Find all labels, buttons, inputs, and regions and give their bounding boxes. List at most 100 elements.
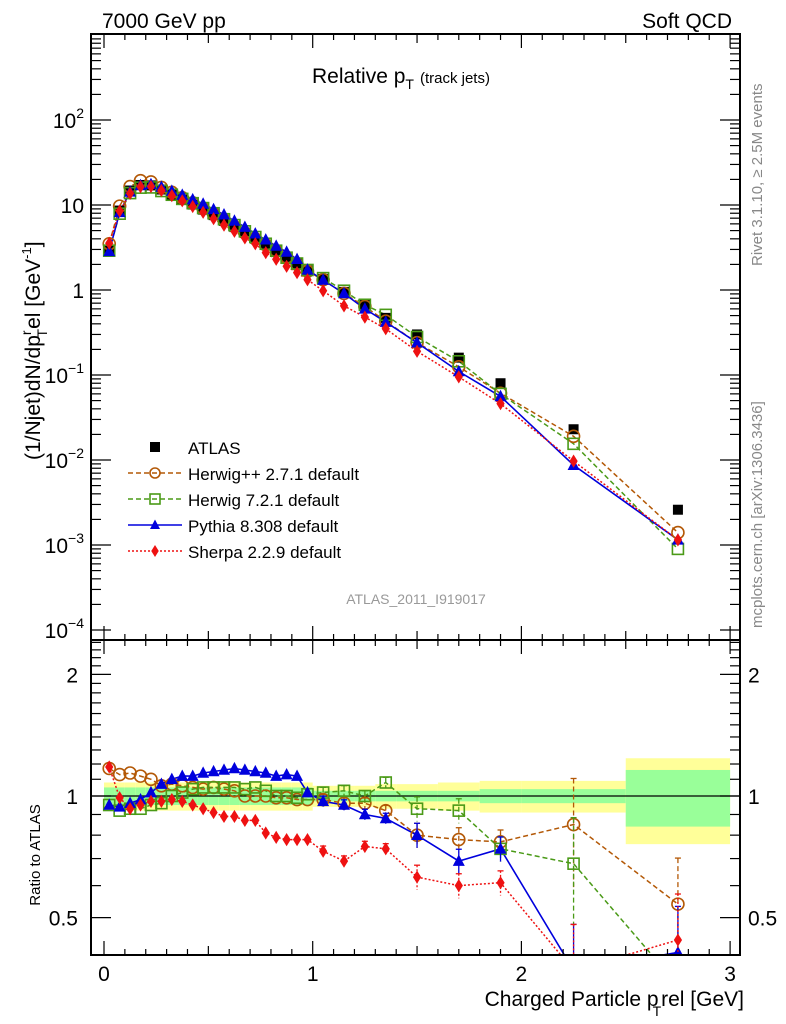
ratio-point-3 (261, 826, 270, 840)
main-point-3 (207, 202, 220, 215)
main-point-4 (251, 237, 260, 251)
main-point-3 (176, 188, 189, 200)
main-point-1 (566, 429, 581, 444)
ratio-point-3 (339, 854, 349, 868)
y-tick-exponent: −1 (68, 360, 84, 376)
y-label-part-b: el [GeV (22, 259, 45, 329)
y-tick-label: 1 (72, 280, 84, 303)
y-tick-base: 10 (53, 110, 76, 133)
mcplots-label: mcplots.cern.ch [arXiv:1306.3436] (749, 401, 766, 628)
main-point-4 (178, 194, 187, 208)
y-label-sub: T (34, 328, 50, 337)
main-point-3 (270, 239, 283, 251)
ratio-point-2 (144, 785, 157, 798)
ratio-point-2 (207, 764, 220, 777)
main-point-4 (360, 310, 369, 324)
main-point-4 (272, 252, 281, 266)
main-point-3 (259, 233, 272, 245)
main-point-4 (125, 186, 135, 200)
main-point-3 (301, 263, 314, 275)
ratio-point-3 (569, 964, 577, 977)
ratio-point-1 (379, 776, 393, 789)
y-tick-label: 10 (61, 195, 84, 218)
main-point-4 (199, 205, 208, 219)
main-point-4 (230, 224, 239, 238)
y-tick-exponent: −4 (68, 615, 84, 631)
main-point-4 (569, 454, 578, 468)
ratio-point-3 (209, 805, 218, 820)
main-point-0 (260, 239, 271, 250)
main-point-4 (167, 188, 176, 203)
ratio-point-3 (146, 794, 156, 808)
ratio-y-tick-label-right: 2 (748, 664, 760, 687)
ratio-point-2 (379, 811, 392, 824)
x-label-main: Charged Particle p (485, 988, 659, 1011)
main-point-3 (238, 220, 251, 232)
y-tick-label: 10−1 (45, 360, 85, 388)
main-point-4 (381, 322, 390, 336)
x-tick-label: 0 (98, 963, 110, 986)
main-point-4 (188, 199, 197, 214)
main-point-3 (411, 336, 424, 348)
main-point-4 (146, 179, 156, 194)
ratio-y-tick-label-right: 1 (748, 786, 760, 809)
y-tick-exponent: 2 (76, 105, 84, 121)
main-point-4 (319, 284, 328, 298)
y-tick-label: 102 (53, 105, 84, 133)
legend-marker-4 (151, 545, 159, 557)
ratio-point-2 (338, 798, 351, 810)
x-tick-label: 2 (516, 963, 528, 986)
main-point-4 (412, 344, 422, 358)
x-axis-label: Charged Particle pTrel [GeV] (485, 988, 744, 1019)
ratio-y-axis-label: Ratio to ATLAS (27, 804, 44, 905)
analysis-id-label: ATLAS_2011_I919017 (346, 591, 486, 607)
ratio-frame (90, 639, 741, 956)
ratio-point-2 (291, 769, 304, 781)
ratio-point-2 (197, 766, 210, 778)
main-point-3 (249, 227, 262, 239)
ratio-point-3 (319, 844, 328, 858)
legend-label-4: Sherpa 2.2.9 default (188, 543, 341, 562)
ratio-point-3 (188, 798, 197, 812)
main-point-4 (261, 246, 270, 260)
ratio-point-2 (238, 763, 251, 775)
main-point-4 (136, 180, 145, 194)
ratio-point-2 (165, 772, 178, 785)
ratio-y-tick-label-left: 1 (66, 786, 78, 809)
rivet-version-label: Rivet 3.1.10, ≥ 2.5M events (749, 84, 766, 267)
y-tick-base: 10 (45, 535, 68, 558)
ratio-point-2 (452, 854, 465, 866)
plot-title: Relative pT (track jets) (312, 65, 490, 92)
y-label-sup: r (18, 330, 34, 335)
ratio-point-1 (452, 804, 466, 817)
main-point-4 (240, 231, 249, 245)
ratio-point-3 (303, 832, 312, 847)
ratio-point-3 (251, 813, 260, 828)
ratio-point-2 (301, 785, 314, 798)
main-point-3 (186, 192, 199, 205)
main-point-0 (568, 424, 579, 435)
main-series-line-3 (108, 183, 679, 541)
main-point-3 (228, 214, 241, 226)
main-point-4 (209, 212, 218, 226)
main-plot-area (102, 173, 685, 556)
plot-title-suffix: (track jets) (420, 70, 490, 87)
ratio-point-2 (358, 807, 371, 820)
ratio-point-3 (125, 802, 135, 816)
y-tick-base: 10 (45, 365, 68, 388)
ratio-point-0 (451, 832, 466, 847)
ratio-point-3 (673, 933, 683, 947)
ratio-point-2 (568, 964, 580, 975)
main-point-4 (219, 218, 229, 232)
ratio-point-2 (317, 794, 330, 807)
ratio-point-3 (157, 794, 166, 808)
main-point-3 (338, 286, 351, 299)
legend-label-2: Herwig 7.2.1 default (188, 491, 339, 510)
y-label-part-c: ] (22, 241, 45, 247)
main-point-3 (197, 197, 210, 209)
ratio-band-inner (625, 769, 731, 827)
ratio-point-2 (249, 764, 262, 777)
y-tick-exponent: −2 (68, 445, 84, 461)
